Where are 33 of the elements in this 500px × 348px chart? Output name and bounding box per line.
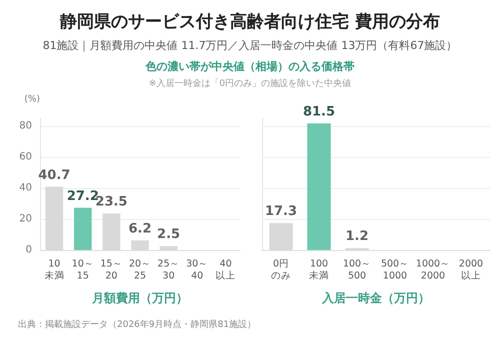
x-tick-label: 100未満	[309, 258, 329, 282]
x-tick-label: 0円のみ	[271, 258, 291, 282]
data-label: 6.2	[128, 221, 152, 236]
text: ※入居一時金は「0円のみ」の施設を除いた中央値	[148, 78, 352, 90]
x-tick-label: 2000以上	[458, 258, 484, 282]
y-tick-label: 20	[19, 213, 32, 224]
y-tick-label: 80	[19, 120, 32, 132]
x-tick-label: 25～30	[158, 258, 180, 282]
data-label: 2.5	[157, 227, 180, 242]
x-tick-label: 1000～2000	[416, 258, 450, 282]
data-label: 81.5	[302, 104, 336, 120]
data-label: 1.2	[345, 229, 369, 244]
chart-title: 静岡県のサービス付き高齢者向け住宅 費用の分布	[58, 11, 441, 33]
data-label: 17.3	[264, 204, 298, 220]
data-label: 40.7	[38, 168, 70, 183]
y-tick-label: 40	[19, 182, 32, 194]
source-note: 出典：掲載施設データ（2026年9月時点・静岡県81施設）	[18, 318, 256, 331]
y-axis-title: (%)	[24, 94, 40, 104]
x-tick-label: 500～1000	[380, 258, 410, 282]
chart-subtitle: 81施設｜月額費用の中央値 11.7万円／入居一時金の中央値 13万円（有料67施設）	[42, 38, 458, 53]
x-tick-label: 30～40	[186, 258, 208, 282]
x-tick-label: 15～20	[100, 258, 122, 282]
x-axis-title: 月額費用（万円）	[91, 291, 188, 305]
x-tick-label: 10～15	[72, 258, 94, 282]
x-tick-label: 10未満	[44, 258, 64, 282]
x-tick-label: 20～25	[128, 258, 152, 282]
x-axis-title: 入居一時金（万円）	[321, 291, 430, 305]
x-tick-label: 100～500	[342, 258, 372, 282]
bar	[74, 208, 92, 250]
text: 色の濃い帯が中央値（相場）の入る価格帯	[144, 59, 356, 74]
y-tick-label: 0	[26, 244, 32, 256]
y-tick-label: 60	[19, 151, 32, 162]
x-tick-label: 40以上	[216, 258, 236, 282]
